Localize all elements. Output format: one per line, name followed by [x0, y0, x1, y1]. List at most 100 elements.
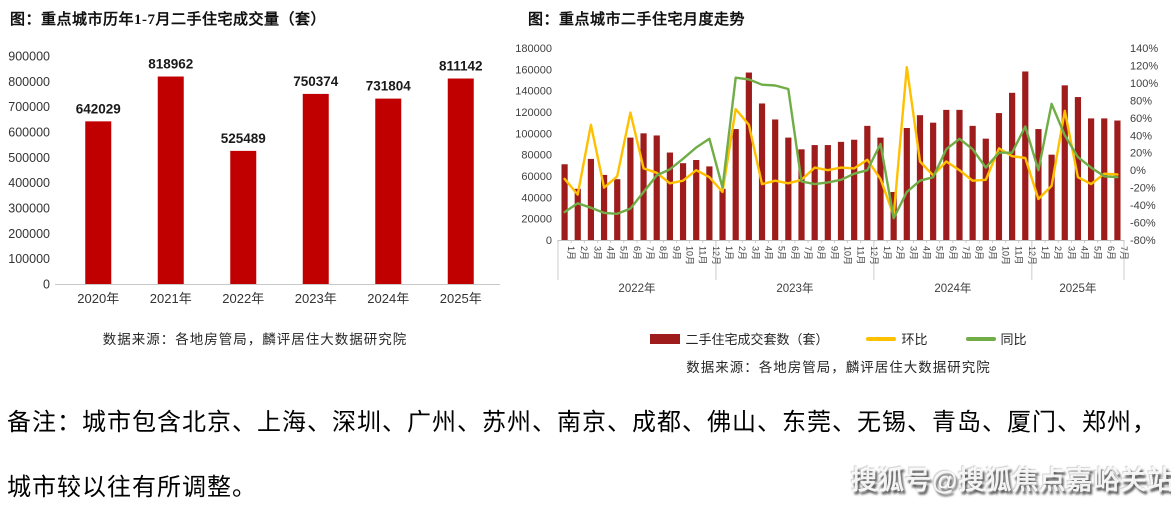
right-axis-tick-label: 80%	[1130, 95, 1152, 107]
bar-value-label: 818962	[148, 57, 193, 72]
monthly-combo-chart: 0 20000 40000 60000 80000 100000 120000 140000 1…	[515, 43, 1158, 295]
y-axis-tick-label: 0	[43, 278, 50, 292]
monthly-bar	[1101, 118, 1108, 240]
x-axis-category-label: 2020年	[77, 291, 119, 306]
annual-bar	[375, 98, 402, 284]
month-label: 11月	[856, 246, 866, 264]
note-text-line1: 备注：城市包含北京、上海、深圳、广州、苏州、南京、成都、佛山、东莞、无锡、青岛、…	[7, 410, 1157, 436]
legend-item-bars: 二手住宅成交套数（套）	[650, 329, 828, 348]
annual-bar	[85, 121, 112, 284]
monthly-bar	[811, 145, 818, 240]
monthly-bar	[693, 160, 700, 240]
monthly-bar	[837, 141, 845, 240]
monthly-bar	[640, 133, 647, 240]
right-axis-tick-label: 40%	[1130, 130, 1152, 142]
left-axis-tick-label: 140000	[515, 86, 552, 98]
x-axis-category-label: 2024年	[367, 291, 409, 306]
month-label: 5月	[1093, 246, 1103, 260]
month-label: 6月	[1106, 246, 1116, 260]
monthly-bar	[666, 152, 673, 240]
month-label: 11月	[1014, 246, 1024, 264]
month-label: 4月	[921, 246, 931, 260]
y-axis-tick-label: 800000	[8, 75, 50, 89]
month-label: 6月	[790, 246, 800, 260]
left-axis-tick-label: 0	[546, 235, 552, 247]
month-label: 3月	[750, 246, 760, 260]
month-label: 6月	[632, 246, 642, 260]
right-axis-tick-label: -60%	[1130, 218, 1156, 230]
y-axis-tick-label: 300000	[8, 202, 50, 216]
month-label: 11月	[698, 246, 708, 264]
month-label: 2月	[1053, 246, 1063, 260]
right-axis-tick-label: 140%	[1130, 43, 1158, 55]
right-axis-tick-label: -80%	[1130, 235, 1156, 247]
monthly-bar	[995, 113, 1003, 240]
left-axis-tick-label: 60000	[521, 171, 552, 183]
left-axis-tick-label: 40000	[521, 192, 552, 204]
month-label: 6月	[948, 246, 958, 260]
month-label: 1月	[724, 246, 734, 260]
month-label: 9月	[829, 246, 839, 260]
month-label: 10月	[685, 246, 695, 265]
year-label: 2024年	[934, 281, 971, 295]
month-label: 3月	[592, 246, 602, 260]
monthly-bar	[706, 166, 713, 240]
month-label: 3月	[908, 246, 918, 260]
monthly-chart-title: 图：重点城市二手住宅月度走势	[528, 12, 746, 28]
monthly-bar	[943, 109, 950, 240]
bar-value-label: 811142	[439, 59, 483, 74]
monthly-bar	[745, 72, 752, 241]
month-label: 2月	[737, 246, 747, 260]
monthly-bar	[1074, 97, 1082, 240]
watermark-text: 搜狐号@搜狐焦点嘉峪关站	[851, 465, 1171, 495]
left-axis-tick-label: 160000	[515, 64, 552, 76]
month-label: 8月	[974, 246, 984, 260]
monthly-bar	[864, 125, 871, 240]
month-label: 7月	[961, 246, 971, 260]
monthly-bar	[600, 174, 608, 240]
annual-chart-title: 图：重点城市历年1-7月二手住宅成交量（套）	[10, 12, 326, 28]
year-label: 2023年	[776, 281, 813, 295]
legend-label-bars: 二手住宅成交套数（套）	[685, 332, 829, 347]
monthly-bar	[653, 135, 660, 240]
annual-chart-source: 数据来源：各地房管局，麟评居住大数据研究院	[102, 332, 408, 347]
monthly-bar	[798, 149, 805, 240]
y-axis-tick-label: 600000	[8, 126, 50, 140]
annual-bar-chart: 0 100000 200000 300000 400000 500000 600000 700…	[8, 50, 500, 306]
monthly-bar	[1048, 154, 1055, 240]
year-label: 2025年	[1059, 281, 1096, 295]
annual-bar	[230, 150, 257, 284]
yoy-line	[563, 76, 1119, 220]
bar-value-label: 642029	[76, 101, 121, 116]
right-axis-tick-label: 60%	[1130, 113, 1152, 125]
monthly-bar	[851, 139, 858, 240]
left-axis-tick-label: 80000	[521, 150, 552, 162]
mom-line-swatch	[866, 336, 897, 341]
monthly-bar	[1022, 71, 1029, 240]
month-label: 4月	[1079, 246, 1089, 260]
monthly-bar	[956, 109, 963, 240]
month-label: 1月	[882, 246, 892, 260]
month-label: 8月	[658, 246, 668, 260]
monthly-bar	[561, 164, 568, 240]
y-axis-tick-label: 100000	[8, 252, 50, 266]
month-label: 4月	[764, 246, 774, 260]
monthly-bar	[877, 137, 884, 240]
monthly-bar	[587, 158, 595, 240]
monthly-bar	[719, 188, 726, 240]
month-label: 10月	[843, 246, 853, 265]
month-label: 5月	[935, 246, 945, 260]
monthly-bar	[969, 125, 976, 240]
right-axis-tick-label: 100%	[1130, 78, 1158, 90]
month-label: 7月	[803, 246, 813, 260]
y-axis-tick-label: 500000	[8, 151, 50, 165]
bar-value-label: 750374	[293, 74, 339, 89]
legend-item-mom: 环比	[866, 329, 928, 348]
annual-bar	[302, 93, 329, 284]
month-label: 2月	[579, 246, 589, 260]
monthly-bar	[930, 122, 937, 240]
y-axis-tick-label: 900000	[8, 50, 50, 64]
monthly-bar	[1035, 129, 1042, 240]
monthly-chart-legend: 二手住宅成交套数（套） 环比 同比	[511, 329, 1166, 348]
